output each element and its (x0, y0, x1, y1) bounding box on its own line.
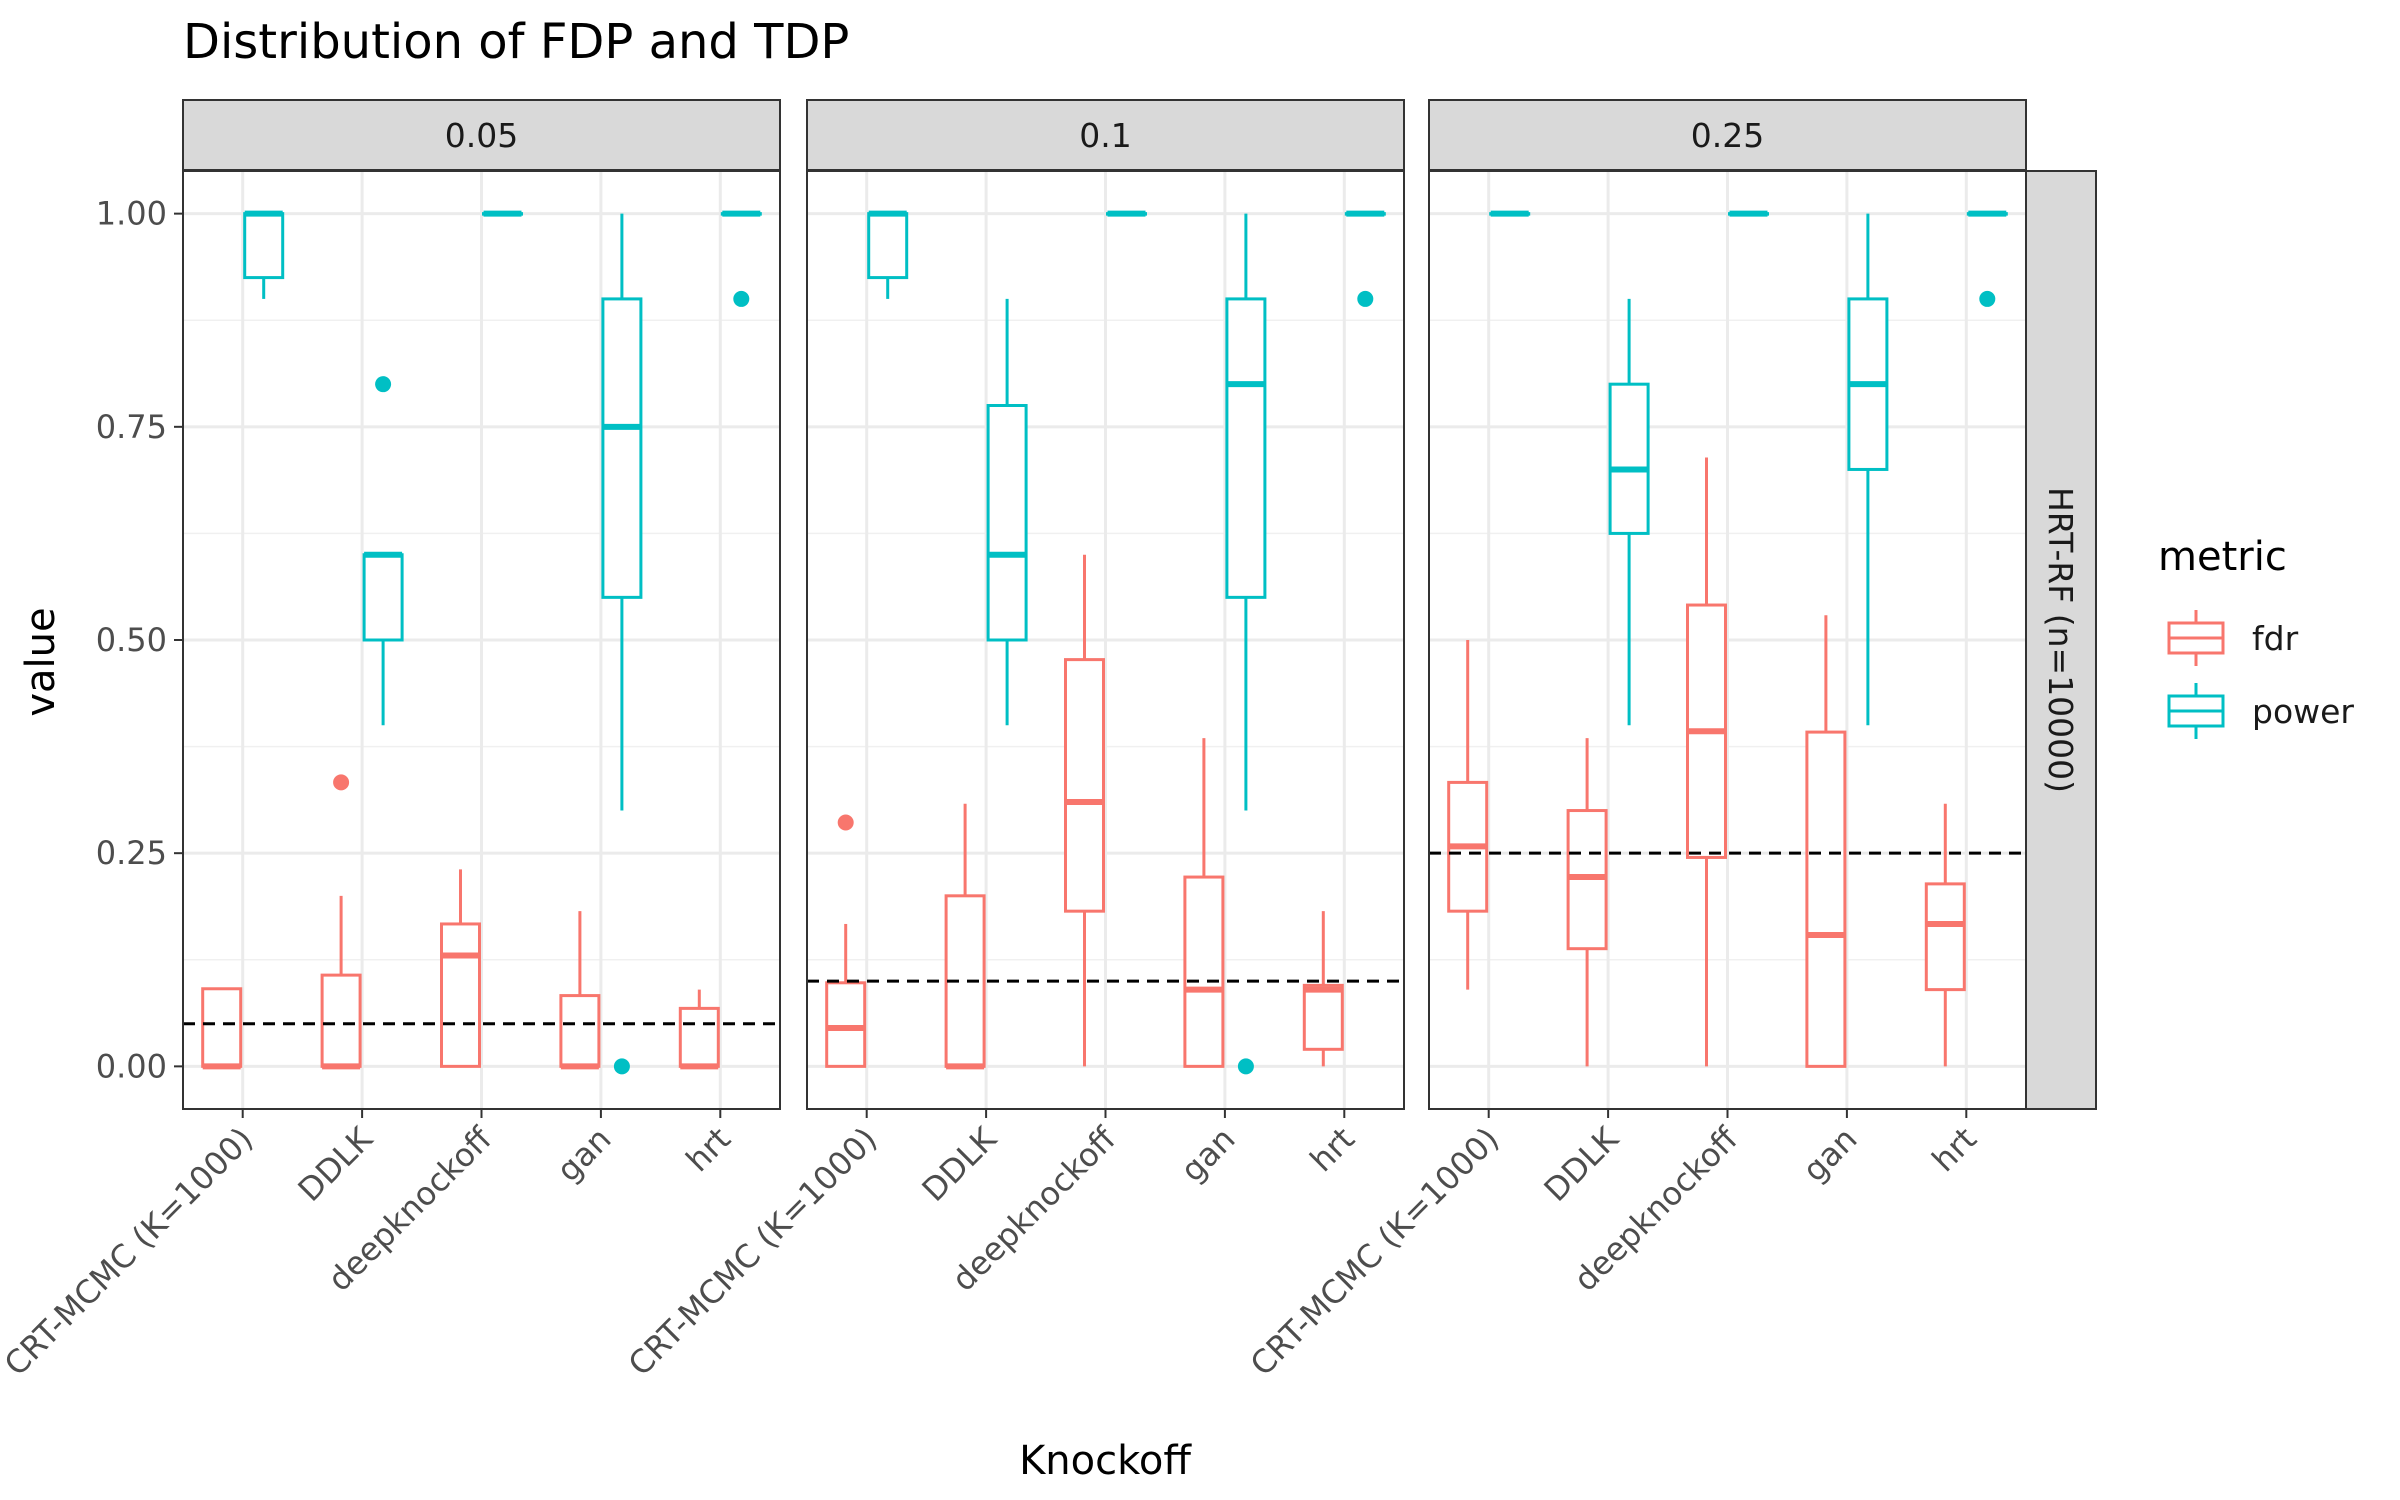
box-power (362, 376, 404, 726)
outlier-point (1357, 290, 1374, 307)
row-strip-box (2025, 170, 2097, 1110)
box-fdr (1183, 738, 1225, 1068)
box-body (243, 212, 285, 280)
y-axis: 0.00 0.25 0.50 0.75 1.00 (96, 195, 183, 1085)
box-power (1966, 210, 2008, 307)
facet-strip-label: 0.25 (1691, 116, 1764, 155)
box-power (720, 210, 762, 307)
box-body (362, 553, 404, 642)
legend-key-power (2167, 683, 2225, 739)
box-fdr (1566, 738, 1608, 1067)
facet-strip-label: 0.1 (1079, 116, 1131, 155)
box-body (1225, 297, 1267, 599)
outlier-point (613, 1058, 630, 1075)
box-fdr (1302, 911, 1344, 1067)
facet-strip (806, 99, 1405, 171)
box-body (1608, 382, 1650, 535)
box-power (1489, 210, 1531, 217)
box-power (1225, 213, 1267, 1075)
outlier-point (333, 774, 350, 791)
box-body (1183, 875, 1225, 1068)
box-power (867, 210, 909, 299)
box-fdr (1686, 457, 1727, 1067)
box-fdr (440, 869, 481, 1068)
box-power (482, 210, 523, 217)
box-body (1064, 658, 1105, 913)
box-fdr (1064, 554, 1105, 1067)
outlier-point (837, 814, 854, 831)
box-power (243, 210, 285, 299)
box-body (1302, 983, 1344, 1051)
box-body (867, 212, 909, 280)
box-body (986, 404, 1028, 642)
outlier-point (1979, 290, 1996, 307)
chart-title: Distribution of FDP and TDP (183, 14, 849, 70)
box-body (825, 981, 867, 1068)
legend-label-fdr: fdr (2252, 619, 2299, 658)
box-fdr (559, 911, 601, 1070)
row-strip: HRT-RF (n=10000) (2025, 170, 2097, 1110)
outlier-point (375, 376, 392, 393)
legend-title: metric (2158, 534, 2287, 580)
box-power (1106, 210, 1147, 217)
box-power (1728, 210, 1769, 217)
legend: metric fdr power (2158, 534, 2354, 739)
facet-strip (182, 99, 781, 171)
box-fdr (201, 987, 243, 1070)
outlier-point (733, 290, 750, 307)
box-body (320, 973, 362, 1068)
box-power (1847, 213, 1889, 726)
outlier-point (1237, 1058, 1254, 1075)
box-fdr (1447, 640, 1489, 990)
box-body (601, 297, 643, 599)
box-power (1608, 298, 1650, 726)
box-fdr (678, 989, 720, 1070)
facet-strip (1428, 99, 2027, 171)
y-tick-label: 0.00 (96, 1047, 167, 1085)
box-fdr (1924, 803, 1966, 1067)
row-strip-label: HRT-RF (n=10000) (2041, 487, 2080, 793)
y-tick-label: 0.25 (96, 834, 167, 872)
legend-label-power: power (2252, 692, 2354, 731)
y-axis-label: value (18, 607, 64, 716)
x-axis-label: Knockoff (1019, 1438, 1192, 1484)
facet-strip-label: 0.05 (445, 116, 518, 155)
box-power (1344, 210, 1386, 307)
box-body (1924, 882, 1966, 992)
box-body (201, 987, 243, 1068)
y-tick-label: 0.50 (96, 621, 167, 659)
box-body (678, 1006, 720, 1068)
box-power (601, 213, 643, 1075)
y-tick-label: 1.00 (96, 195, 167, 233)
box-fdr (320, 774, 362, 1070)
box-power (986, 298, 1028, 726)
box-fdr (1805, 615, 1847, 1068)
box-body (440, 922, 481, 1068)
box-body (1805, 730, 1847, 1068)
y-tick-label: 0.75 (96, 408, 167, 446)
box-fdr (825, 814, 867, 1068)
legend-key-fdr (2167, 610, 2225, 666)
box-body (559, 994, 601, 1068)
